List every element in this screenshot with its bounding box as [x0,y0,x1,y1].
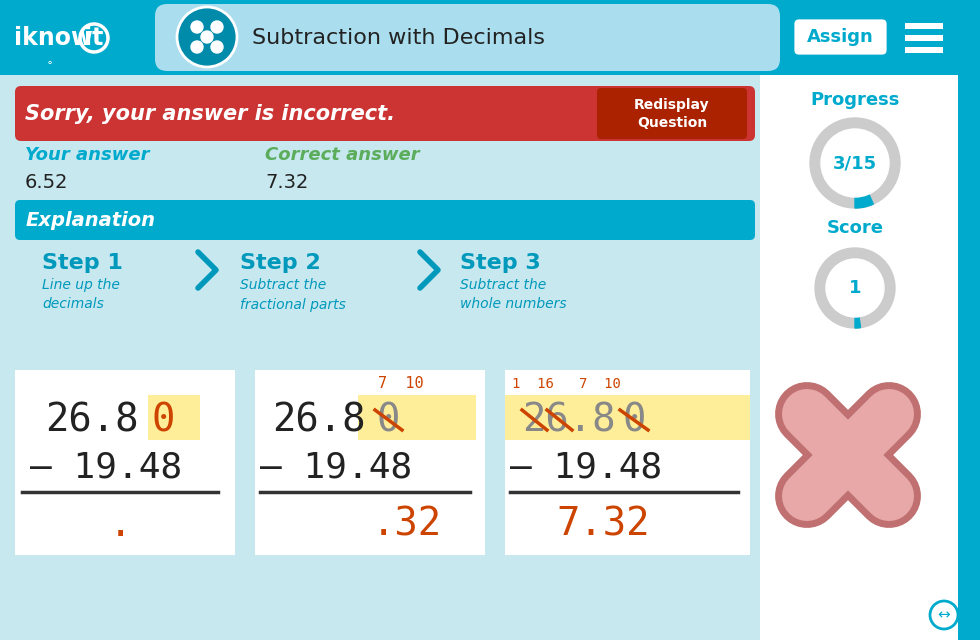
Bar [148,395,200,440]
Text: it: it [84,26,104,50]
Text: Explanation: Explanation [26,211,156,230]
Text: Line up the
decimals: Line up the decimals [42,278,120,312]
Text: iknow: iknow [14,26,93,50]
Text: Step 2: Step 2 [240,253,320,273]
Text: – 19.48: – 19.48 [260,451,413,485]
Text: 26.8: 26.8 [45,401,138,439]
Bar [15,370,235,555]
Text: Correct answer: Correct answer [265,146,419,164]
Bar [8,78,756,632]
FancyBboxPatch shape [793,18,888,56]
Circle shape [211,21,223,33]
Bar [905,23,943,29]
Text: .32: .32 [372,506,442,544]
Circle shape [810,118,900,208]
Circle shape [211,41,223,53]
Text: ↔: ↔ [938,607,951,623]
Text: 26.8: 26.8 [272,401,366,439]
Bar [505,395,750,440]
Text: 0: 0 [622,401,646,439]
Text: Assign: Assign [807,28,873,46]
Text: .: . [109,506,131,544]
FancyBboxPatch shape [597,88,747,139]
Circle shape [191,41,203,53]
Text: 6.52: 6.52 [25,173,69,191]
Text: 7.32: 7.32 [556,506,650,544]
Circle shape [815,248,895,328]
Text: 1  16   7  10: 1 16 7 10 [512,377,621,391]
Bar [760,75,960,640]
Text: Redisplay
Question: Redisplay Question [634,98,710,130]
Text: 0: 0 [376,401,400,439]
Bar [0,0,980,75]
Text: Step 3: Step 3 [460,253,541,273]
Text: ⚬: ⚬ [46,58,54,68]
Text: Subtraction with Decimals: Subtraction with Decimals [252,28,545,48]
Bar [505,370,750,555]
Text: Subtract the
whole numbers: Subtract the whole numbers [460,278,566,312]
Wedge shape [855,288,860,328]
Wedge shape [855,163,873,208]
FancyBboxPatch shape [15,86,755,141]
Text: 0: 0 [151,401,174,439]
Circle shape [177,7,237,67]
Circle shape [930,601,958,629]
Bar [255,370,485,555]
Circle shape [826,259,884,317]
Bar [905,47,943,53]
Text: 26.8: 26.8 [522,401,615,439]
Text: Sorry, your answer is incorrect.: Sorry, your answer is incorrect. [25,104,395,124]
FancyBboxPatch shape [155,4,780,71]
Bar [358,395,476,440]
Circle shape [201,31,213,43]
Text: – 19.48: – 19.48 [510,451,662,485]
Bar [905,35,943,41]
FancyBboxPatch shape [15,200,755,240]
Text: – 19.48: – 19.48 [30,451,182,485]
Text: 1: 1 [849,279,861,297]
Text: Progress: Progress [810,91,900,109]
Circle shape [821,129,889,197]
Text: 7  10: 7 10 [378,376,423,392]
Circle shape [191,21,203,33]
Text: 7.32: 7.32 [265,173,309,191]
Text: Subtract the
fractional parts: Subtract the fractional parts [240,278,346,312]
Text: 3/15: 3/15 [833,154,877,172]
Text: Score: Score [826,219,884,237]
Bar [958,75,980,640]
Text: Step 1: Step 1 [42,253,122,273]
Text: Your answer: Your answer [25,146,150,164]
